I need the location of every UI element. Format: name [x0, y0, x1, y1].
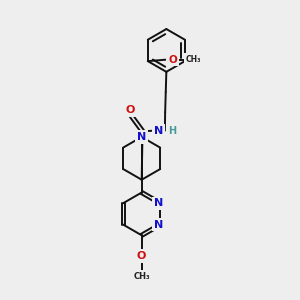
Text: CH₃: CH₃ — [134, 272, 150, 280]
Text: O: O — [126, 105, 135, 115]
Text: O: O — [137, 251, 146, 261]
Text: CH₃: CH₃ — [185, 55, 201, 64]
Text: N: N — [154, 198, 163, 208]
Text: O: O — [168, 55, 177, 64]
Text: N: N — [137, 132, 146, 142]
Text: N: N — [154, 220, 163, 230]
Text: H: H — [169, 126, 177, 136]
Text: N: N — [154, 126, 163, 136]
